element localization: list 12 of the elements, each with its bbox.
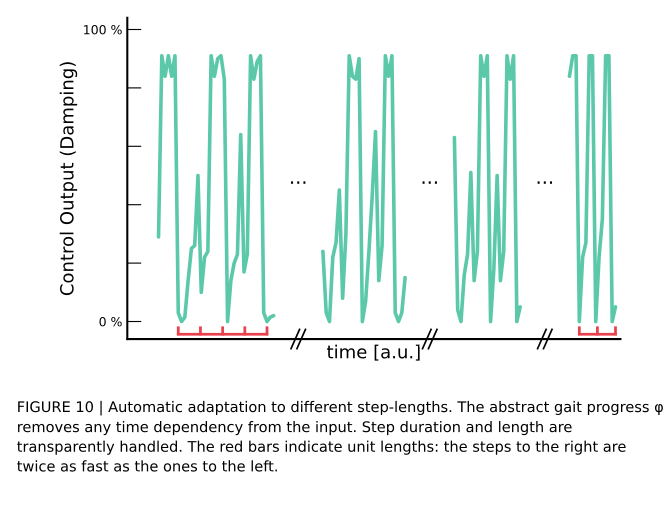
- line-series: [568, 54, 618, 324]
- y-tick-label: 100 %: [84, 24, 122, 34]
- line-series: [156, 54, 276, 324]
- line-series: [452, 54, 522, 324]
- y-tick-label: 0 %: [99, 316, 122, 326]
- y-axis-title: Control Output (Damping): [60, 62, 78, 296]
- line-series: [321, 54, 407, 324]
- annotation: ...: [291, 181, 306, 184]
- annotation: ...: [538, 181, 552, 184]
- x-axis-title: time [a.u.]: [327, 344, 420, 361]
- caption: FIGURE 10 | Automatic adaptation to different step-lengths. The abstract gait progress φ removes any time dependency from the input. Step duration and length are transparently handled. The red bars indicate unit lengths: the steps to the right are twice as fast as the ones to the left.: [17, 400, 663, 472]
- annotation: ...: [422, 181, 437, 184]
